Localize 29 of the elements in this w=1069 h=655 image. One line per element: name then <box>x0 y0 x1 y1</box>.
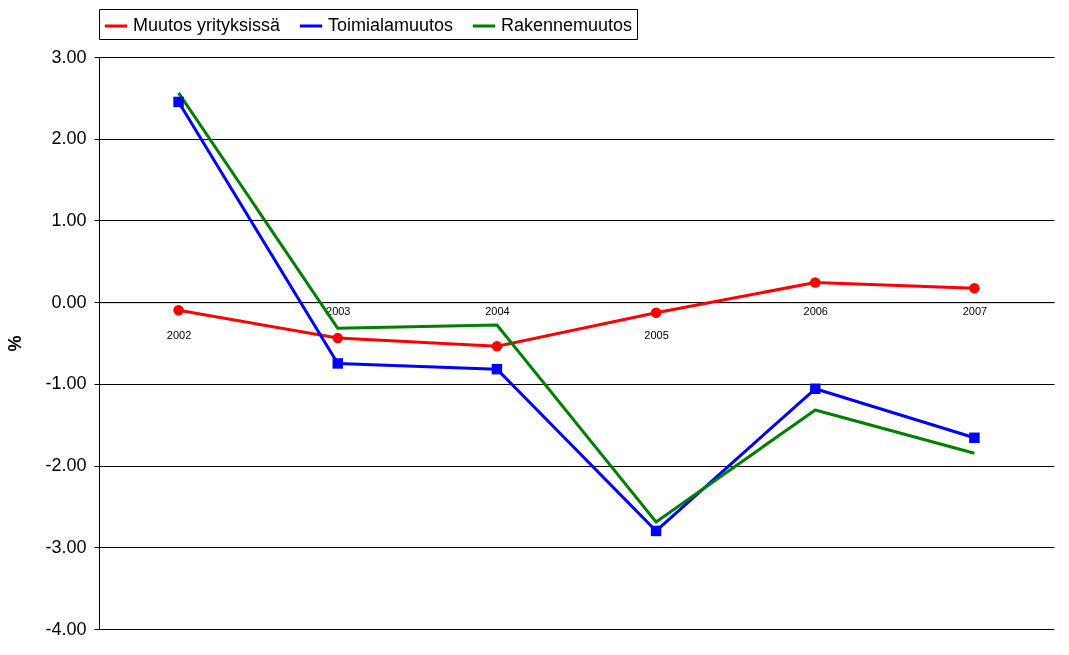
y-tick-label: 2.00 <box>51 128 87 149</box>
point <box>969 283 980 294</box>
x-tick-label: 2002 <box>166 328 192 341</box>
point <box>491 341 503 352</box>
y-tick-label: 1.00 <box>51 209 87 230</box>
point <box>173 96 184 108</box>
point <box>650 307 662 318</box>
x-tick-label: 2005 <box>644 328 669 341</box>
legend-label: Toimialamuutos <box>328 15 454 35</box>
point <box>491 363 503 375</box>
point <box>650 525 662 537</box>
point <box>969 432 980 444</box>
point <box>173 305 184 316</box>
y-axis-title: % <box>5 335 26 352</box>
y-tick-label: -3.00 <box>45 536 87 557</box>
y-tick-label: 3.00 <box>51 46 87 67</box>
point <box>332 332 343 344</box>
point <box>810 277 821 288</box>
x-tick-label: 2006 <box>803 304 828 317</box>
y-tick-label: -2.00 <box>45 455 87 476</box>
y-tick-label: -4.00 <box>45 618 87 639</box>
point <box>810 383 821 394</box>
y-tick-label: -1.00 <box>45 373 87 394</box>
x-tick-label: 2004 <box>485 304 510 317</box>
point <box>332 358 343 369</box>
x-tick-label: 2007 <box>962 304 988 317</box>
legend-label: Rakennemuutos <box>501 15 633 35</box>
y-tick-label: 0.00 <box>51 291 87 312</box>
legend-label: Muutos yrityksissä <box>133 15 282 35</box>
